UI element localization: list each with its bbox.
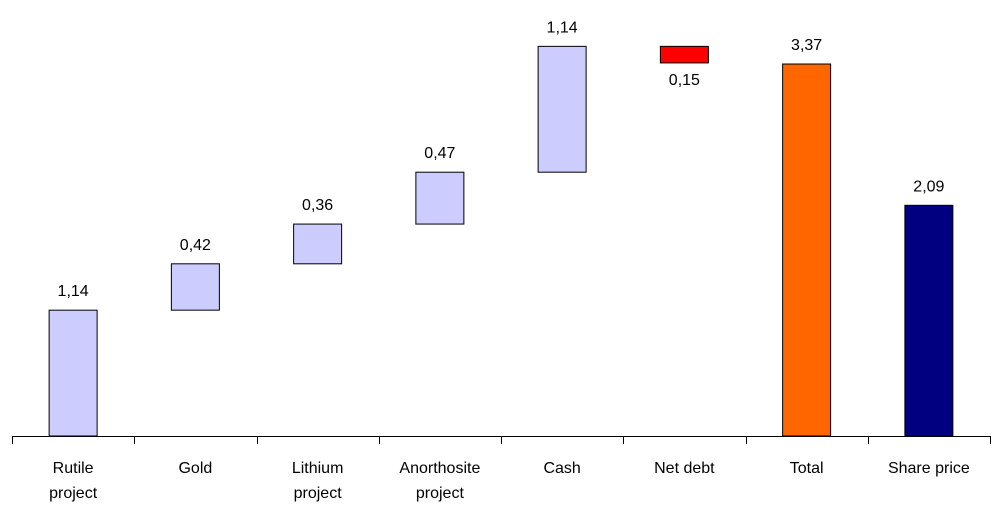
x-tick-label: Lithium project (292, 460, 344, 502)
value-label: 0,15 (669, 72, 700, 89)
bar (170, 263, 220, 311)
x-tick-label: Share price (888, 460, 970, 477)
x-tick-label: Net debt (654, 460, 715, 477)
bar (659, 45, 709, 64)
bar (782, 63, 832, 437)
x-tick-label: Cash (543, 460, 580, 477)
bar (293, 223, 343, 265)
bar (537, 45, 587, 173)
x-tick-label: Gold (178, 460, 212, 477)
value-label: 3,37 (791, 37, 822, 54)
value-label: 0,42 (180, 237, 211, 254)
x-tick-label: Rutile project (49, 460, 98, 502)
x-tick-label: Total (790, 460, 824, 477)
bar (48, 309, 98, 437)
x-tick-label: Anorthosite project (399, 460, 480, 502)
bar (904, 204, 954, 437)
value-label: 1,14 (547, 19, 578, 36)
value-label: 0,36 (302, 197, 333, 214)
value-label: 0,47 (424, 145, 455, 162)
bar (415, 171, 465, 225)
value-label: 2,09 (913, 178, 944, 195)
value-label: 1,14 (58, 283, 89, 300)
